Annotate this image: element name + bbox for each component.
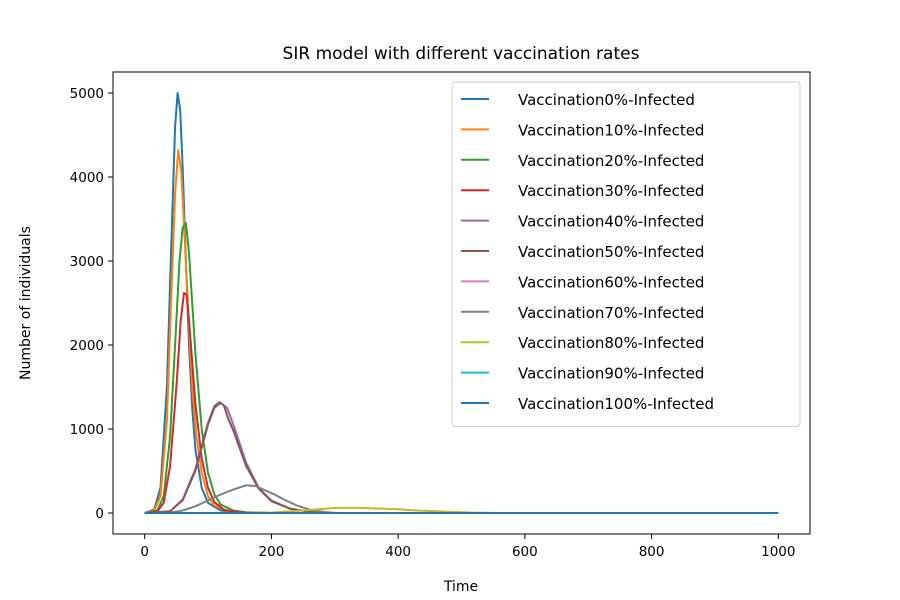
x-tick-label-4: 800 <box>639 544 665 560</box>
legend-label-2: Vaccination20%-Infected <box>518 152 704 170</box>
legend-label-10: Vaccination100%-Infected <box>518 395 714 413</box>
legend-label-0: Vaccination0%-Infected <box>518 91 695 109</box>
legend-label-5: Vaccination50%-Infected <box>518 243 704 261</box>
legend-label-3: Vaccination30%-Infected <box>518 182 704 200</box>
legend-label-6: Vaccination60%-Infected <box>518 273 704 291</box>
y-tick-label-4: 4000 <box>70 170 104 186</box>
x-tick-label-5: 1000 <box>761 544 795 560</box>
x-tick-label-1: 200 <box>259 544 285 560</box>
legend-label-9: Vaccination90%-Infected <box>518 365 704 383</box>
x-tick-label-2: 400 <box>385 544 411 560</box>
x-axis: 0 200 400 600 800 1000 <box>140 534 795 560</box>
x-tick-label-3: 600 <box>512 544 538 560</box>
y-tick-label-0: 0 <box>95 506 104 522</box>
y-tick-label-3: 3000 <box>70 254 104 270</box>
x-tick-label-0: 0 <box>140 544 149 560</box>
chart-title: SIR model with different vaccination rat… <box>283 44 640 64</box>
y-tick-label-1: 1000 <box>70 422 104 438</box>
y-tick-label-5: 5000 <box>70 86 104 102</box>
y-axis: 0 1000 2000 3000 4000 5000 <box>70 86 113 522</box>
y-tick-label-2: 2000 <box>70 338 104 354</box>
series-line-3 <box>144 291 779 514</box>
plot-frame <box>112 71 811 535</box>
series-line-7 <box>144 484 779 514</box>
legend-label-1: Vaccination10%-Infected <box>518 121 704 139</box>
legend-box <box>451 81 801 427</box>
y-axis-label: Number of individuals <box>18 226 34 380</box>
series-line-2 <box>144 222 779 514</box>
legend-label-8: Vaccination80%-Infected <box>518 334 704 352</box>
series-line-5 <box>144 401 779 514</box>
legend: Vaccination0%-Infected Vaccination10%-Inf… <box>451 81 801 427</box>
legend-label-4: Vaccination40%-Infected <box>518 213 704 231</box>
legend-label-7: Vaccination70%-Infected <box>518 304 704 322</box>
series-layer <box>144 92 779 514</box>
x-axis-label: Time <box>443 579 478 595</box>
